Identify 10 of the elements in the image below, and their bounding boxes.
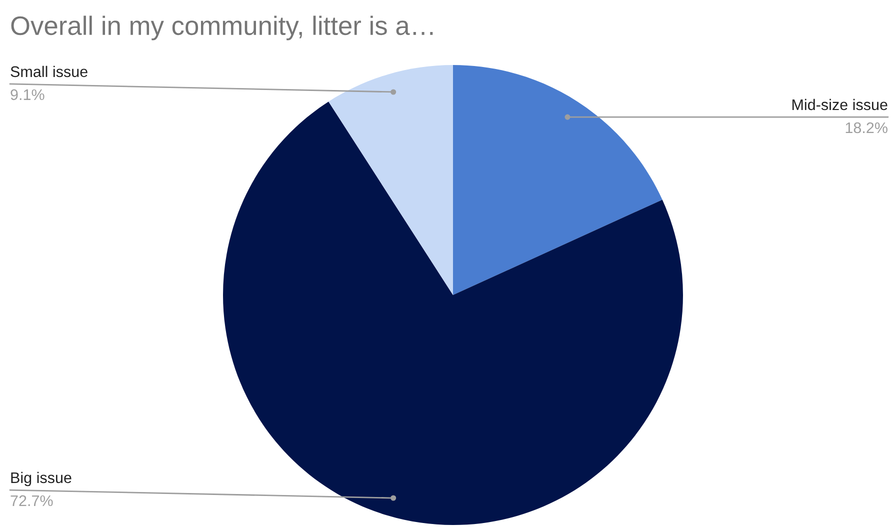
slice-label: Mid-size issue	[792, 98, 888, 110]
data-label: 18.2%	[846, 122, 888, 134]
slice-label: Big issue	[11, 472, 72, 486]
slice-label: Small issue	[10, 66, 88, 78]
pie-slice	[223, 102, 683, 525]
pie-slice	[453, 65, 662, 295]
data-label: 72.7%	[10, 495, 53, 506]
pie-slice	[328, 65, 453, 295]
data-label: 9.1%	[10, 89, 44, 100]
chart-title: Overall in my community, litter is a…	[11, 16, 433, 40]
